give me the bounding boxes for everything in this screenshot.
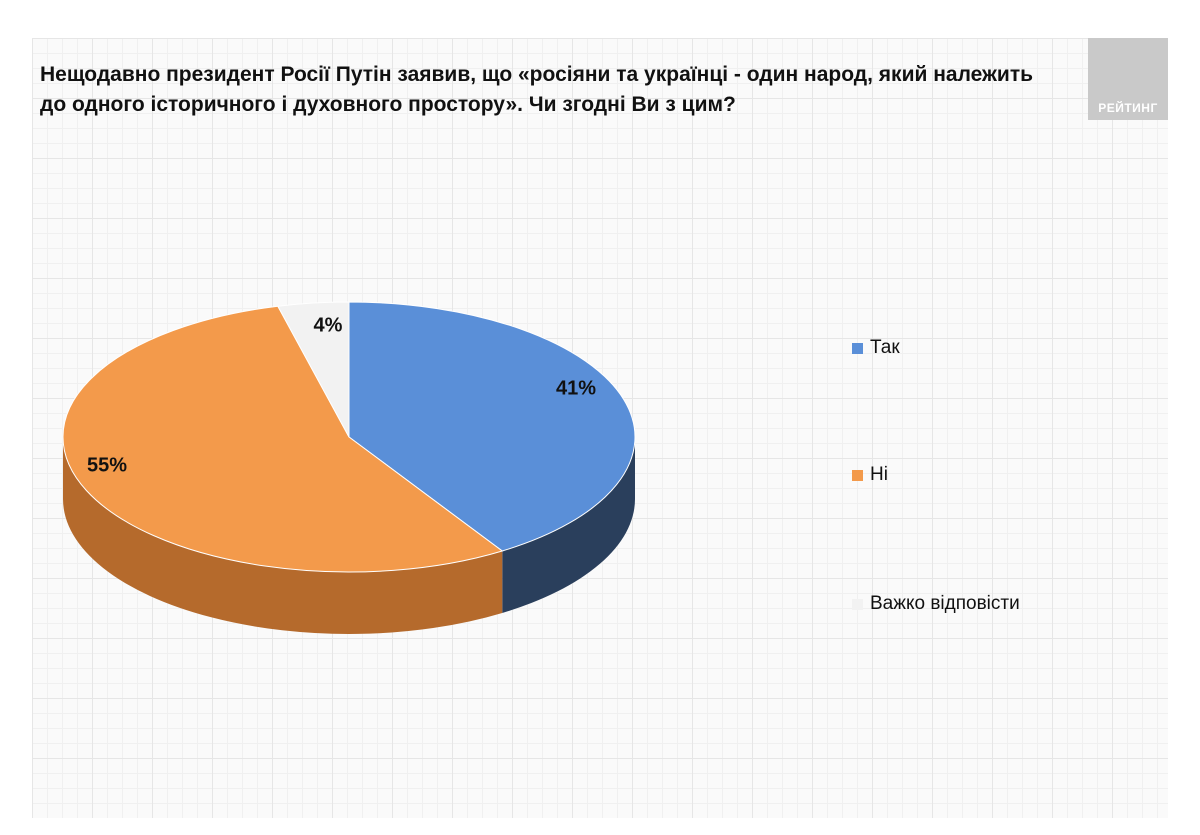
legend-item-2: Важко відповісти: [852, 593, 1020, 615]
data-label-2: 4%: [314, 314, 343, 336]
legend-label: Важко відповісти: [870, 593, 1020, 614]
pie-slice-0: [348, 301, 636, 552]
legend-swatch: [852, 342, 863, 354]
chart-title: Нещодавно президент Росії Путін заявив, …: [40, 63, 1034, 116]
legend-label: Так: [870, 337, 900, 358]
legend-swatch: [852, 469, 863, 481]
data-label-0: 41%: [556, 377, 596, 399]
logo-text: РЕЙТИНГ: [1098, 101, 1158, 115]
pie-side-0: [502, 437, 635, 613]
pie-side-1: [63, 437, 503, 634]
brand-logo: РЕЙТИНГ: [1088, 38, 1168, 120]
legend-item-1: Ні: [852, 464, 888, 486]
pie-slice-1: [62, 305, 504, 573]
legend-swatch: [852, 598, 863, 610]
legend-label: Ні: [870, 464, 888, 485]
data-label-1: 55%: [87, 454, 127, 476]
pie-slice-2: [277, 301, 350, 438]
legend-item-0: Так: [852, 337, 900, 359]
